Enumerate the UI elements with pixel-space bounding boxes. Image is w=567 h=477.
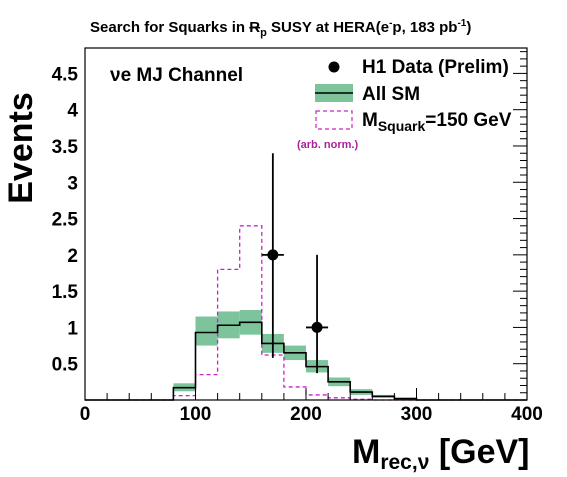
y-tick-label: 4.5: [52, 64, 79, 85]
legend-sm-label: All SM: [362, 84, 420, 105]
y-tick-label: 3.5: [52, 137, 79, 158]
channel-label: νe MJ Channel: [110, 65, 243, 86]
data-point-marker: [311, 321, 323, 333]
y-tick-label: 1: [67, 318, 78, 339]
legend: H1 Data (Prelim) All SM MSquark=150 GeV …: [297, 57, 512, 151]
x-tick-label: 300: [401, 404, 433, 425]
y-tick-label: 2.5: [52, 210, 79, 231]
legend-signal-note: (arb. norm.): [297, 139, 358, 151]
y-tick-label: 0.5: [52, 355, 79, 376]
x-tick-label: 0: [80, 404, 91, 425]
y-tick-label: 2: [67, 246, 78, 267]
x-tick-label: 400: [511, 404, 543, 425]
x-axis-ticks: 0 100 200 300 400: [80, 388, 543, 425]
data-point-marker: [267, 249, 279, 261]
data-points: [261, 153, 329, 374]
y-axis-ticks: 0.5 1 1.5 2 2.5 3 3.5 4 4.5: [52, 51, 527, 394]
x-tick-label: 100: [180, 404, 212, 425]
y-tick-label: 4: [67, 101, 78, 122]
y-axis-label: Events: [2, 92, 40, 204]
signal-step-line: [85, 225, 527, 401]
y-tick-label: 3: [67, 173, 78, 194]
legend-data-marker: [328, 61, 340, 73]
legend-data-label: H1 Data (Prelim): [362, 57, 509, 78]
legend-signal-label: MSquark=150 GeV: [362, 110, 512, 134]
rp-symbol: R: [249, 19, 260, 36]
y-tick-label: 1.5: [52, 282, 79, 303]
chart-title: Search for Squarks in Rp SUSY at HERA(e-…: [90, 18, 471, 39]
x-axis-label: Mrec,ν [GeV]: [352, 433, 530, 474]
data-point: [306, 254, 329, 374]
legend-signal-swatch: [315, 110, 353, 130]
sm-band-bin: [195, 316, 218, 346]
signal-histogram: [85, 225, 527, 401]
x-tick-label: 200: [290, 404, 322, 425]
sm-uncertainty-band: [173, 310, 417, 400]
data-point: [261, 153, 284, 358]
